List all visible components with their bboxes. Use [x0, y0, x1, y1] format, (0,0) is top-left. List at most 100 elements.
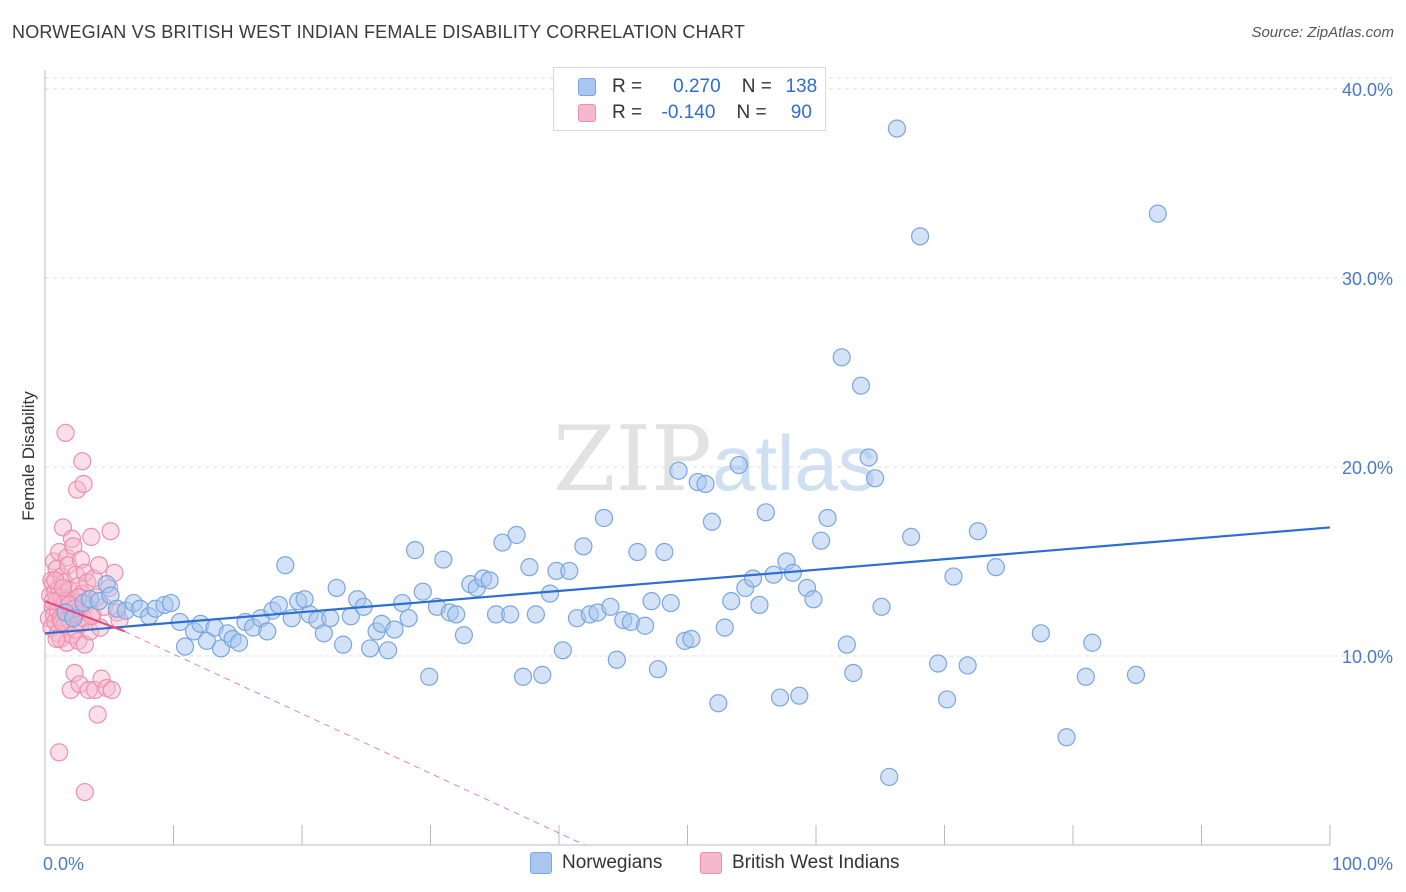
norwegians-point: [526, 605, 545, 624]
norwegians-point: [872, 597, 891, 616]
british-west-indians-point: [75, 782, 94, 802]
norwegians-point: [844, 663, 863, 683]
bottom-legend-norwegians: Norwegians: [530, 852, 662, 874]
norwegians-point: [702, 512, 722, 531]
norwegians-point: [574, 537, 593, 556]
bottom-legend-british-west-indians: British West Indians: [700, 852, 900, 874]
norwegians-point: [696, 474, 715, 494]
british-west-indians-point: [89, 556, 109, 575]
norwegians-point: [722, 592, 741, 611]
norwegians-point: [655, 542, 674, 562]
norwegians-trend-line: [44, 526, 1331, 635]
norwegians-point: [1057, 728, 1076, 747]
stats-legend: R = 0.270 N = 138 R = -0.140 N = 90: [553, 67, 826, 131]
norwegians-point: [628, 542, 647, 562]
legend-n-label: N =: [736, 102, 767, 123]
norwegians-point: [818, 508, 837, 528]
norwegians-point: [709, 694, 728, 713]
norwegians-point: [832, 348, 851, 367]
british-west-indians-trend-extension: [124, 630, 585, 846]
norwegians-legend-swatch: [530, 852, 552, 874]
british-west-indians-point: [82, 527, 101, 546]
legend-row-norwegians: R = 0.270 N = 138: [578, 75, 817, 99]
british-west-indians-point: [65, 663, 84, 683]
norwegians-point: [928, 654, 948, 673]
norwegians-legend-label: Norwegians: [562, 852, 663, 873]
legend-n-value: 138: [785, 76, 818, 97]
legend-n-value: 90: [790, 102, 812, 123]
norwegians-point: [601, 597, 620, 616]
legend-n-label: N =: [741, 76, 772, 97]
norwegians-point: [756, 503, 775, 522]
british-west-indians-point: [56, 423, 75, 443]
norwegians-point: [161, 593, 181, 613]
y-tick-label: 10.0%: [1342, 647, 1393, 667]
norwegians-point: [361, 639, 380, 658]
norwegians-point: [804, 590, 823, 609]
norwegians-point: [968, 522, 988, 541]
norwegians-point: [175, 637, 195, 656]
british-west-indians-point: [102, 680, 121, 700]
norwegians-point: [770, 688, 790, 707]
watermark-zip: ZIP: [553, 407, 712, 512]
british-west-indians-point: [92, 669, 111, 688]
norwegians-point: [986, 558, 1006, 577]
norwegians-point: [314, 624, 333, 643]
norwegians-point: [958, 656, 977, 675]
british-west-indians-legend-label: British West Indians: [732, 852, 900, 873]
legend-r-value: -0.140: [661, 102, 716, 123]
norwegians-point: [859, 448, 878, 467]
norwegians-point: [910, 227, 930, 246]
norwegians-swatch: [578, 78, 596, 96]
norwegians-point: [269, 595, 288, 615]
legend-row-british-west-indians: R = -0.140 N = 90: [578, 101, 812, 125]
norwegians-point: [944, 567, 963, 586]
norwegians-point: [901, 527, 921, 546]
norwegians-point: [334, 635, 353, 654]
norwegians-point: [229, 633, 249, 652]
norwegians-point: [594, 508, 614, 528]
norwegians-point: [385, 620, 404, 639]
norwegians-point: [493, 533, 512, 552]
norwegians-point: [540, 584, 560, 603]
norwegians-point: [851, 376, 871, 395]
norwegians-point: [295, 590, 314, 609]
british-west-indians-point: [74, 474, 93, 494]
norwegians-point: [560, 561, 579, 581]
norwegians-point: [812, 531, 831, 550]
tick-labels: 10.0% 20.0% 30.0% 40.0% 0.0% 100.0%: [43, 80, 1393, 874]
norwegians-point: [520, 558, 539, 577]
y-tick-label: 40.0%: [1342, 80, 1393, 100]
british-west-indians-point: [88, 705, 107, 724]
norwegians-point: [447, 605, 466, 624]
norwegians-point: [648, 660, 668, 679]
british-west-indians-point: [73, 452, 92, 471]
chart-title: NORWEGIAN VS BRITISH WEST INDIAN FEMALE …: [12, 22, 746, 42]
legend-r-label: R =: [612, 102, 643, 123]
norwegians-points: [56, 119, 1167, 787]
norwegians-point: [837, 635, 856, 654]
legend-r-label: R =: [612, 76, 643, 97]
watermark: ZIP atlas: [553, 407, 877, 512]
british-west-indians-point: [57, 548, 76, 567]
norwegians-point: [866, 469, 885, 488]
y-axis-label: Female Disability: [19, 391, 38, 521]
norwegians-point: [501, 605, 520, 624]
trend-lines: [44, 526, 1331, 846]
norwegians-point: [378, 641, 398, 660]
norwegians-point: [413, 582, 432, 601]
norwegians-point: [743, 569, 763, 588]
british-west-indians-trend-line: [44, 600, 126, 633]
norwegians-point: [887, 119, 907, 138]
norwegians-point: [661, 593, 680, 613]
british-west-indians-point: [61, 680, 80, 700]
norwegians-point: [937, 690, 957, 709]
x-tick-label: 100.0%: [1332, 854, 1393, 874]
norwegians-point: [1126, 665, 1146, 684]
y-tick-label: 30.0%: [1342, 269, 1393, 289]
norwegians-point: [276, 556, 295, 575]
y-tick-label: 20.0%: [1342, 458, 1393, 478]
british-west-indians-point: [53, 578, 73, 598]
x-tick-label: 0.0%: [43, 854, 84, 874]
